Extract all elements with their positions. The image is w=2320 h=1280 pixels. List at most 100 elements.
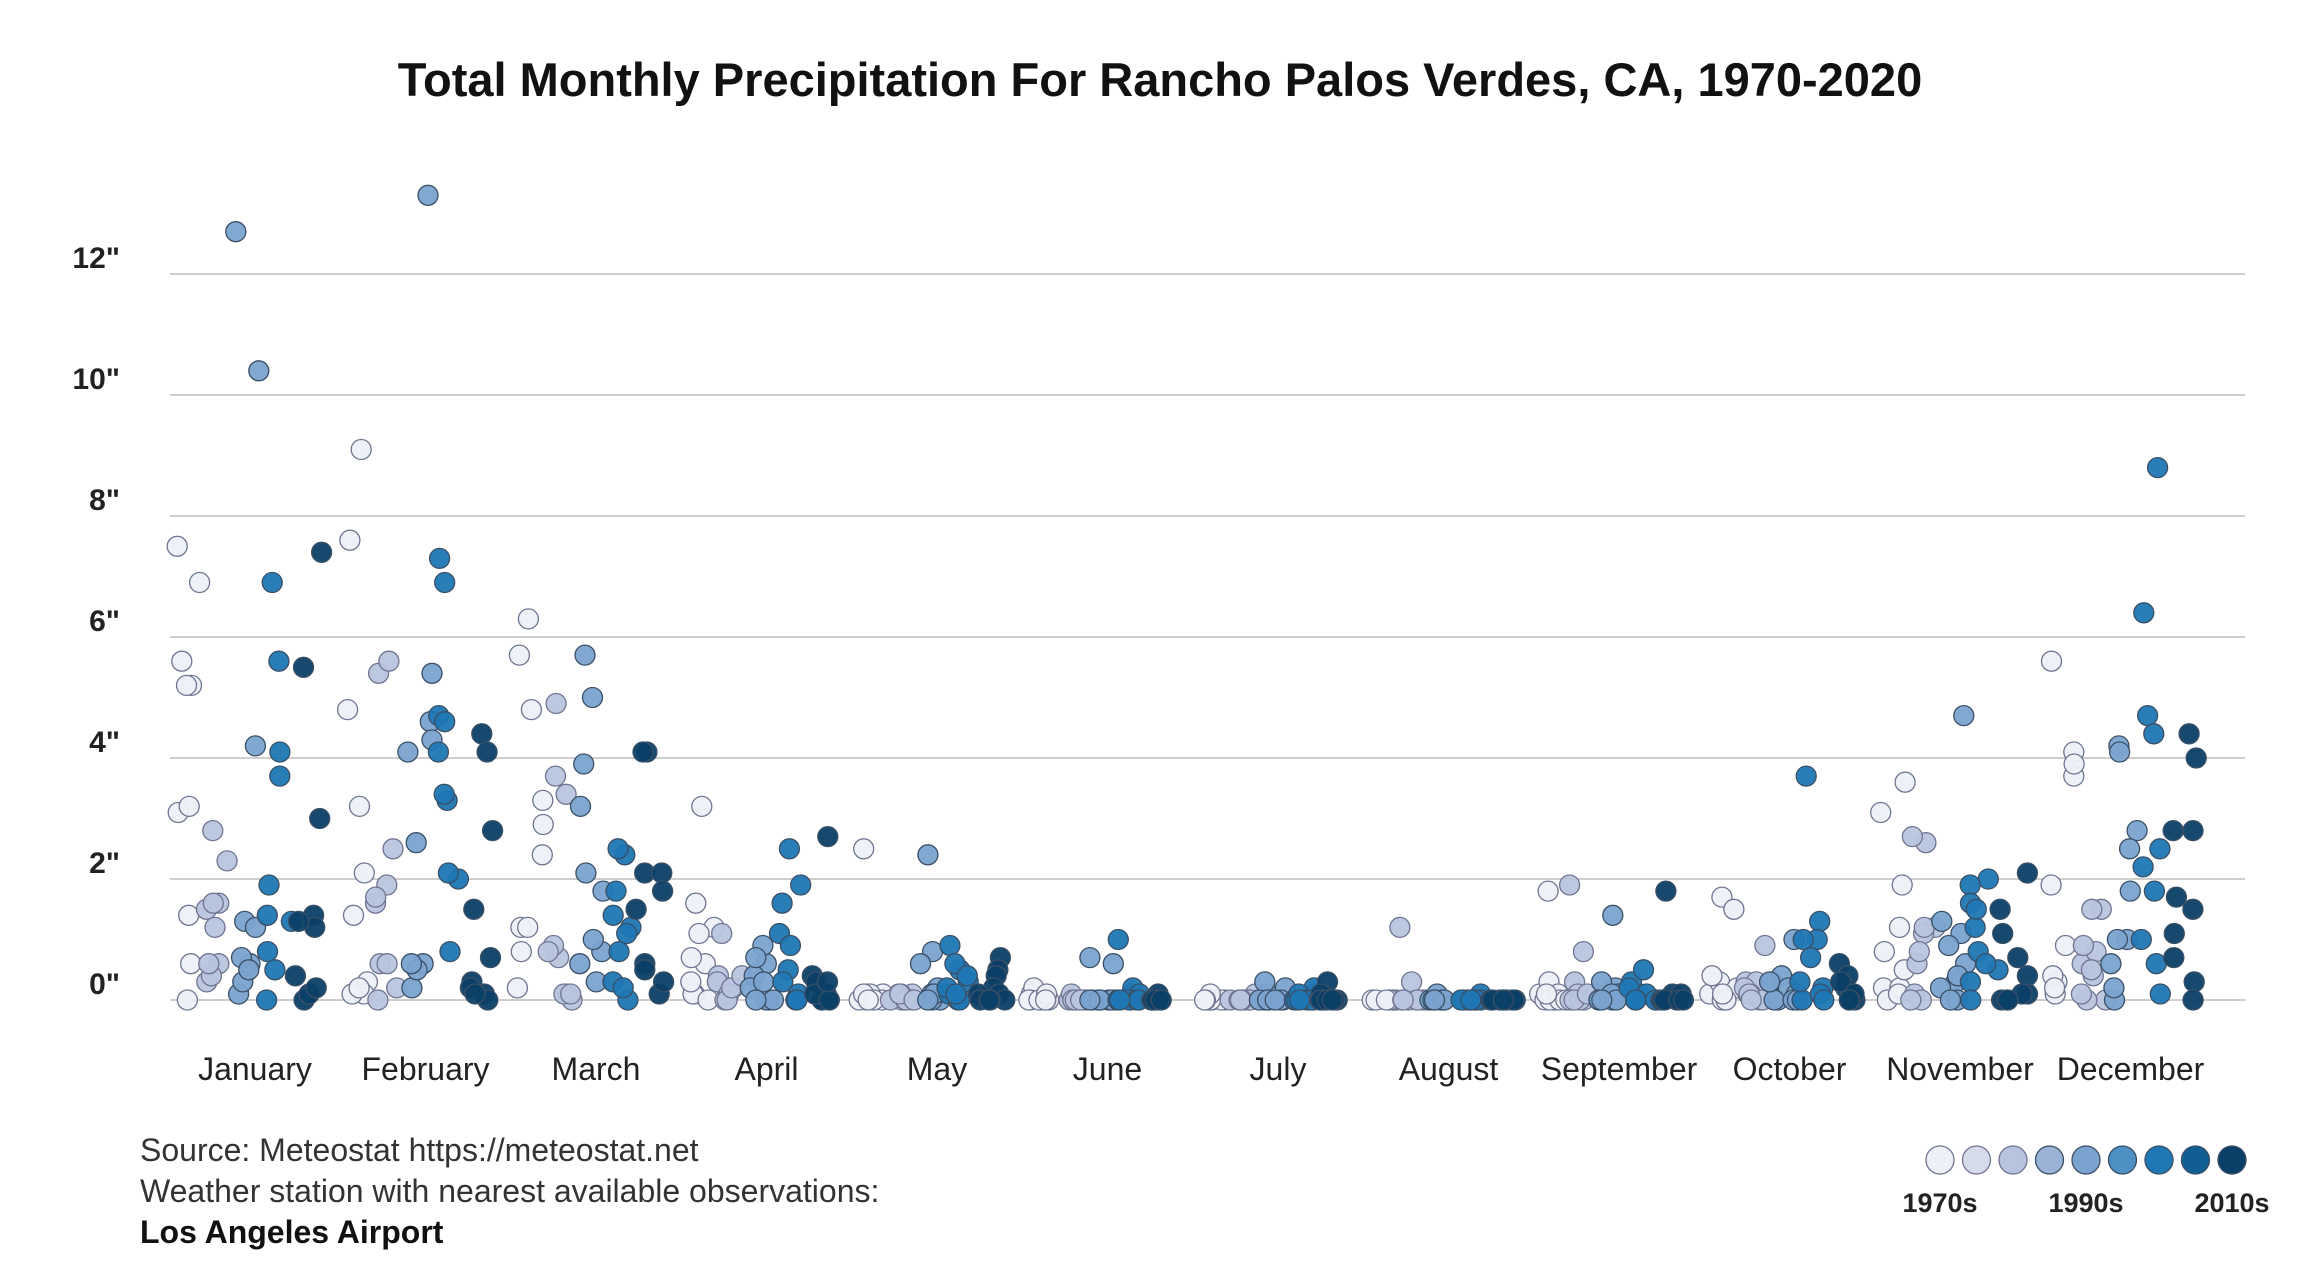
data-point xyxy=(268,650,290,672)
data-point xyxy=(471,723,493,745)
data-point xyxy=(1873,940,1895,963)
data-point xyxy=(1789,971,1811,993)
data-point xyxy=(1799,946,1822,969)
data-point xyxy=(909,953,932,975)
data-point xyxy=(2103,977,2125,999)
legend-swatch xyxy=(1925,1145,1955,1175)
legend-label: 1990s xyxy=(2048,1188,2123,1218)
y-tick-label: 10" xyxy=(72,363,120,396)
x-tick-label: March xyxy=(552,1051,641,1087)
data-point xyxy=(382,838,404,860)
data-point xyxy=(248,360,270,382)
data-point xyxy=(532,813,554,836)
legend-label: 2010s xyxy=(2194,1188,2269,1218)
data-point xyxy=(178,904,200,926)
data-point xyxy=(1254,971,1276,993)
data-point xyxy=(2043,977,2066,999)
data-point xyxy=(917,844,939,866)
data-point xyxy=(405,832,427,854)
decade-legend: 1970s 1990s 2010s xyxy=(1902,1145,2270,1218)
data-point xyxy=(537,940,559,963)
y-tick-label: 8" xyxy=(89,484,120,517)
data-point xyxy=(216,850,238,872)
data-point xyxy=(520,698,543,721)
data-point xyxy=(292,656,315,678)
data-point xyxy=(1558,874,1581,896)
data-point xyxy=(1754,934,1776,957)
data-point xyxy=(367,989,389,1011)
data-point xyxy=(339,529,361,551)
data-point xyxy=(1791,989,1813,1011)
data-point xyxy=(1908,940,1930,963)
data-point xyxy=(1900,989,1922,1011)
data-point xyxy=(1758,971,1781,993)
data-point xyxy=(256,940,279,963)
x-tick-label: January xyxy=(198,1051,312,1087)
data-point xyxy=(1423,989,1446,1011)
data-point xyxy=(1977,868,1999,890)
data-point xyxy=(309,807,331,830)
legend-swatch xyxy=(2107,1145,2138,1175)
data-point xyxy=(2146,456,2169,479)
data-point xyxy=(2165,886,2188,908)
data-point xyxy=(427,741,450,763)
data-point xyxy=(1723,898,1745,920)
data-point xyxy=(1894,771,1916,793)
data-point xyxy=(605,880,627,902)
data-point xyxy=(616,922,638,945)
data-point xyxy=(2119,880,2141,902)
data-point xyxy=(2063,753,2085,775)
data-point xyxy=(378,650,400,672)
data-point xyxy=(510,940,532,963)
y-tick-label: 4" xyxy=(89,726,120,759)
data-point xyxy=(508,644,531,666)
data-point xyxy=(269,741,291,763)
data-point xyxy=(2106,928,2129,951)
x-tick-label: February xyxy=(361,1051,489,1087)
data-point xyxy=(417,184,439,206)
data-point xyxy=(1107,928,1129,951)
data-point xyxy=(1701,965,1723,987)
data-point xyxy=(545,692,567,715)
legend-swatch xyxy=(1998,1145,2028,1175)
data-point xyxy=(752,971,775,993)
data-point xyxy=(581,686,604,709)
data-point xyxy=(1625,989,1647,1011)
data-point xyxy=(2149,983,2171,1005)
legend-swatch xyxy=(2180,1145,2211,1175)
data-point xyxy=(575,862,597,884)
data-point xyxy=(479,946,502,969)
data-point xyxy=(437,862,460,884)
data-point xyxy=(238,959,260,981)
data-point xyxy=(582,928,604,951)
data-point xyxy=(1959,971,1982,993)
data-point xyxy=(779,934,802,957)
legend-label: 1970s xyxy=(1902,1188,1977,1218)
data-point xyxy=(1034,989,1057,1011)
legend-swatch xyxy=(2034,1145,2065,1175)
data-point xyxy=(1740,989,1762,1011)
data-point xyxy=(376,953,398,975)
data-point xyxy=(202,892,224,914)
data-point xyxy=(817,825,839,848)
data-point xyxy=(532,789,554,812)
data-point xyxy=(1870,801,1892,824)
data-point xyxy=(1389,916,1411,939)
data-point xyxy=(269,765,291,787)
data-point xyxy=(342,904,365,926)
data-point xyxy=(818,989,840,1011)
data-point xyxy=(1964,916,1986,939)
data-point xyxy=(1655,880,1677,902)
data-point xyxy=(421,662,443,684)
data-point xyxy=(463,898,485,920)
data-point xyxy=(481,819,504,842)
x-tick-label: December xyxy=(2057,1051,2205,1087)
data-point xyxy=(651,880,674,902)
data-point xyxy=(1400,971,1423,993)
data-point xyxy=(1109,989,1131,1011)
data-point xyxy=(1992,922,2014,945)
data-point xyxy=(517,608,540,630)
data-point xyxy=(2185,747,2207,769)
data-point xyxy=(2072,934,2095,957)
